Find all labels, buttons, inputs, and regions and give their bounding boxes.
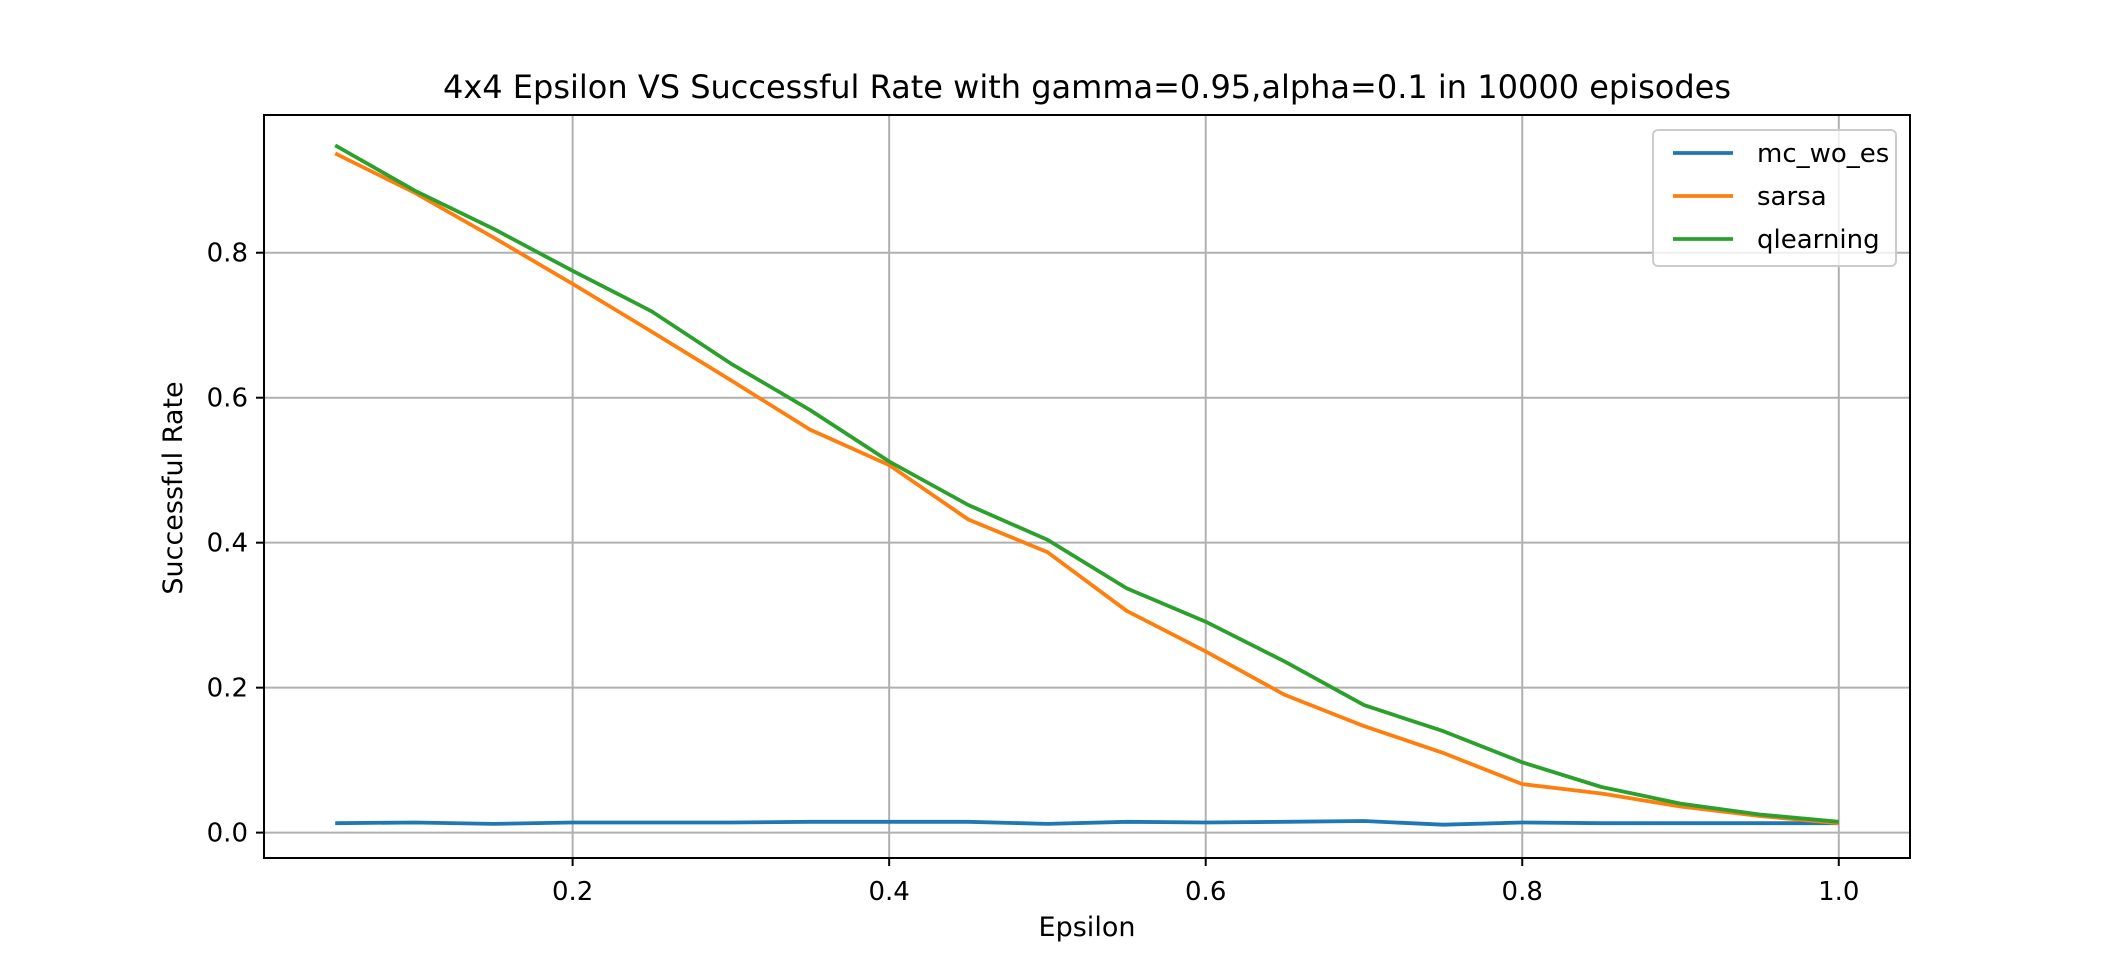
legend-box (1652, 129, 1897, 267)
series-line-mc-wo-es (335, 819, 1839, 827)
plot-area-frame (263, 114, 1911, 859)
legend-label: qlearning (1757, 225, 1880, 255)
x-tick-label: 0.8 (1502, 877, 1543, 907)
y-tick-label: 0.6 (207, 384, 248, 414)
y-tick-label: 0.8 (207, 239, 248, 269)
x-tick-label: 1.0 (1818, 877, 1859, 907)
legend-label: sarsa (1757, 182, 1827, 212)
y-axis-ticks: 0.0 0.2 0.4 0.6 0.8 (207, 239, 264, 849)
grid (264, 115, 1910, 858)
y-axis-label: Successful Rate (158, 381, 189, 594)
series-mc-wo-es (335, 819, 1839, 827)
series-qlearning (334, 143, 1839, 824)
x-tick-label: 0.6 (1185, 877, 1226, 907)
x-axis-label: Epsilon (1039, 912, 1136, 943)
legend-entry: sarsa (1673, 182, 1827, 212)
x-tick-label: 0.2 (552, 877, 593, 907)
y-tick-label: 0.4 (207, 529, 248, 559)
legend-label: mc_wo_es (1757, 139, 1889, 169)
series-sarsa (334, 151, 1839, 826)
y-tick-label: 0.2 (207, 674, 248, 704)
legend-entry: qlearning (1673, 225, 1880, 255)
x-axis-ticks: 0.2 0.4 0.6 0.8 1.0 (552, 858, 1859, 907)
legend-entry: mc_wo_es (1673, 139, 1889, 169)
data-series (334, 143, 1839, 827)
x-tick-label: 0.4 (868, 877, 909, 907)
chart-title: 4x4 Epsilon VS Successful Rate with gamm… (443, 68, 1731, 106)
series-line-sarsa (334, 151, 1839, 826)
series-line-qlearning (334, 143, 1839, 824)
y-tick-label: 0.0 (207, 819, 248, 849)
